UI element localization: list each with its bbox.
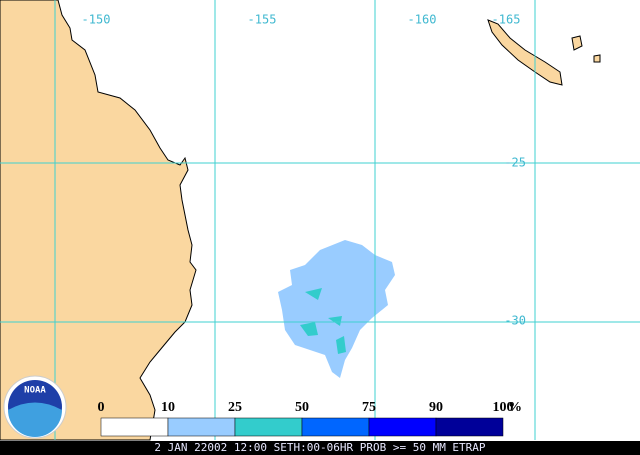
rain-area-medium (305, 288, 322, 300)
logo-text: NOAA (24, 386, 46, 396)
legend-swatch (100, 417, 169, 437)
latitude-label: -25 (504, 156, 526, 170)
logo-wave (8, 402, 62, 437)
longitude-label: -155 (248, 13, 277, 27)
footer-bar (0, 441, 640, 455)
logo: NOAA (3, 375, 67, 439)
legend-swatch (167, 417, 236, 437)
graticule (0, 0, 640, 440)
latitude-label: -30 (504, 314, 526, 328)
legend-swatch (301, 417, 370, 437)
rain-area-medium (300, 322, 318, 336)
legend-swatch (234, 417, 303, 437)
footer-text: 2 JAN 22002 12:00 SETH:00-06HR PROB >= 5… (154, 441, 486, 454)
australia-land (0, 0, 197, 441)
legend-label: 10 (161, 400, 175, 415)
longitude-label: -150 (82, 13, 111, 27)
rain-area-medium (328, 316, 342, 326)
rain-area-medium (336, 336, 346, 354)
legend-swatch (368, 417, 437, 437)
legend-label: 50 (295, 400, 309, 415)
legend-label: 100 (493, 400, 514, 415)
longitude-label: -165 (492, 13, 521, 27)
new-caledonia (487, 19, 563, 86)
legend-label: 90 (429, 400, 443, 415)
legend-label: 25 (228, 400, 242, 415)
legend-label: 75 (362, 400, 376, 415)
rain-area (278, 240, 395, 378)
legend-swatch (435, 417, 504, 437)
island (571, 35, 583, 51)
legend-unit: % (508, 400, 522, 415)
longitude-label: -160 (408, 13, 437, 27)
legend-label: 0 (98, 400, 105, 415)
island (593, 54, 601, 63)
legend: 0 10 25 50 75 90 100% (98, 400, 522, 437)
